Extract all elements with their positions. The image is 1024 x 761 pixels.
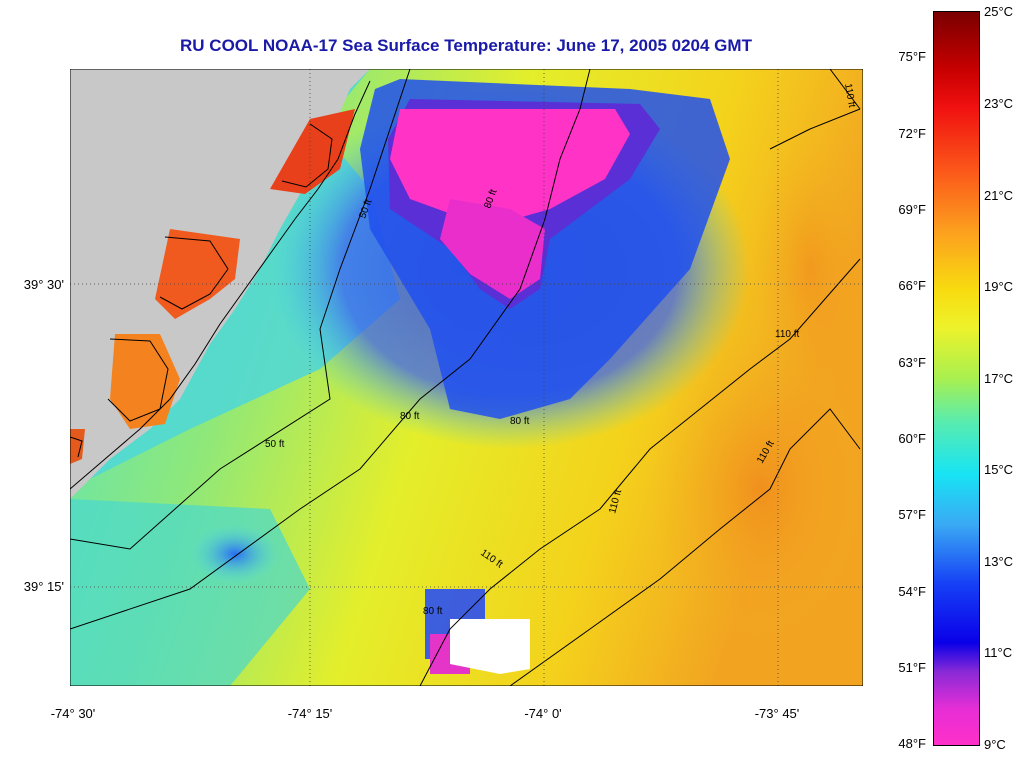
temperature-colorbar [933, 11, 980, 746]
map-title: RU COOL NOAA-17 Sea Surface Temperature:… [180, 36, 752, 55]
lat-label: 39° 30' [23, 277, 64, 292]
lon-label: -74° 15' [287, 706, 333, 721]
colorbar-f-label: 51°F [898, 660, 926, 675]
cold-upwelling-region [190, 79, 750, 674]
colorbar-f-label: 72°F [898, 126, 926, 141]
lon-label: -73° 45' [754, 706, 800, 721]
colorbar-c-label: 21°C [984, 188, 1014, 203]
lon-label: -74° 0' [524, 706, 562, 721]
svg-text:50 ft: 50 ft [265, 439, 285, 450]
lat-label: 39° 15' [23, 579, 64, 594]
colorbar-f-label: 75°F [898, 49, 926, 64]
colorbar-f-label: 48°F [898, 736, 926, 751]
colorbar-c-label: 11°C [984, 645, 1013, 660]
colorbar-c-label: 23°C [984, 96, 1014, 111]
svg-text:80 ft: 80 ft [423, 606, 443, 617]
colorbar-c-label: 19°C [984, 279, 1014, 294]
coastline [70, 80, 371, 490]
cloud-mask [450, 619, 530, 674]
svg-text:110 ft: 110 ft [842, 83, 857, 109]
colorbar-c-label: 25°C [984, 4, 1014, 19]
colorbar-f-label: 60°F [898, 431, 926, 446]
colorbar-f-label: 69°F [898, 202, 926, 217]
lat-lon-grid [70, 69, 863, 686]
land-mass [70, 69, 370, 499]
depth-contours [70, 69, 861, 686]
sst-map: 50 ft 50 ft 80 ft 80 ft 80 ft 80 ft 110 … [70, 69, 863, 686]
colorbar-f-label: 57°F [898, 507, 926, 522]
colorbar-c-label: 13°C [984, 554, 1014, 569]
colorbar-c-label: 15°C [984, 462, 1014, 477]
lon-label: -74° 30' [50, 706, 96, 721]
svg-text:80 ft: 80 ft [400, 411, 420, 422]
colorbar-f-label: 63°F [898, 355, 926, 370]
depth-contour-labels: 50 ft 50 ft 80 ft 80 ft 80 ft 80 ft 110 … [265, 83, 857, 617]
svg-text:110 ft: 110 ft [775, 329, 799, 340]
colorbar-f-label: 66°F [898, 278, 926, 293]
colorbar-c-label: 9°C [984, 737, 1006, 752]
colorbar-f-label: 54°F [898, 584, 926, 599]
svg-text:80 ft: 80 ft [510, 416, 530, 427]
colorbar-c-label: 17°C [984, 371, 1014, 386]
